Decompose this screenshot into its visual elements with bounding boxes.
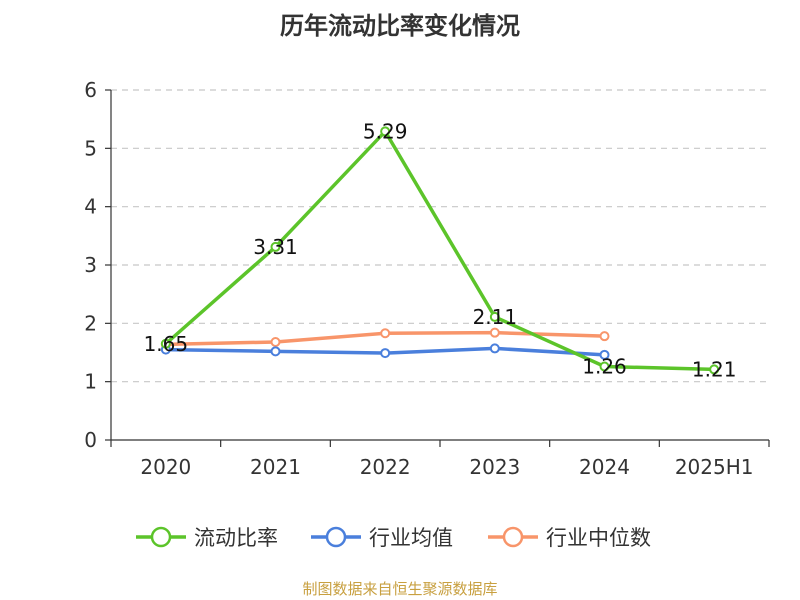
data-label: 5.29 bbox=[363, 119, 408, 143]
data-label: 3.31 bbox=[253, 235, 298, 259]
data-label: 1.26 bbox=[582, 355, 627, 379]
y-tick-label: 4 bbox=[84, 195, 97, 219]
data-point bbox=[380, 328, 391, 339]
data-point bbox=[489, 343, 500, 354]
legend-item: 流动比率 bbox=[136, 526, 278, 550]
data-point bbox=[599, 361, 610, 372]
y-tick-label: 3 bbox=[84, 253, 97, 277]
legend-marker bbox=[502, 526, 524, 548]
data-source-note: 制图数据来自恒生聚源数据库 bbox=[302, 580, 498, 598]
data-point bbox=[599, 349, 610, 360]
series-current-ratio bbox=[160, 126, 720, 375]
data-point bbox=[160, 338, 171, 349]
data-point bbox=[270, 346, 281, 357]
legend-item: 行业中位数 bbox=[488, 526, 651, 550]
data-point bbox=[709, 364, 720, 375]
x-tick-label: 2020 bbox=[140, 455, 191, 479]
y-tick-label: 2 bbox=[84, 311, 97, 335]
legend-label: 流动比率 bbox=[194, 526, 278, 550]
data-point bbox=[380, 126, 391, 137]
chart-title: 历年流动比率变化情况 bbox=[280, 12, 520, 40]
y-tick-label: 0 bbox=[84, 428, 97, 452]
legend-label: 行业中位数 bbox=[546, 526, 651, 550]
x-tick-label: 2022 bbox=[360, 455, 411, 479]
data-label: 2.11 bbox=[473, 305, 518, 329]
data-point bbox=[270, 241, 281, 252]
legend-label: 行业均值 bbox=[369, 526, 453, 550]
data-point bbox=[489, 311, 500, 322]
data-point bbox=[599, 331, 610, 342]
y-tick-label: 1 bbox=[84, 370, 97, 394]
series-line bbox=[164, 129, 716, 372]
y-tick-label: 6 bbox=[84, 78, 97, 102]
legend-item: 行业均值 bbox=[311, 526, 453, 550]
data-point bbox=[489, 327, 500, 338]
data-label: 1.65 bbox=[144, 332, 189, 356]
x-tick-label: 2024 bbox=[579, 455, 630, 479]
data-point bbox=[380, 348, 391, 359]
x-tick-label: 2021 bbox=[250, 455, 301, 479]
x-tick-label: 2023 bbox=[469, 455, 520, 479]
series-industry-mean bbox=[160, 343, 610, 360]
legend-marker bbox=[150, 526, 172, 548]
data-label: 1.21 bbox=[692, 357, 737, 381]
data-point bbox=[270, 337, 281, 347]
legend-marker bbox=[325, 526, 347, 548]
y-tick-label: 5 bbox=[84, 136, 97, 160]
x-tick-label: 2025H1 bbox=[675, 455, 754, 479]
